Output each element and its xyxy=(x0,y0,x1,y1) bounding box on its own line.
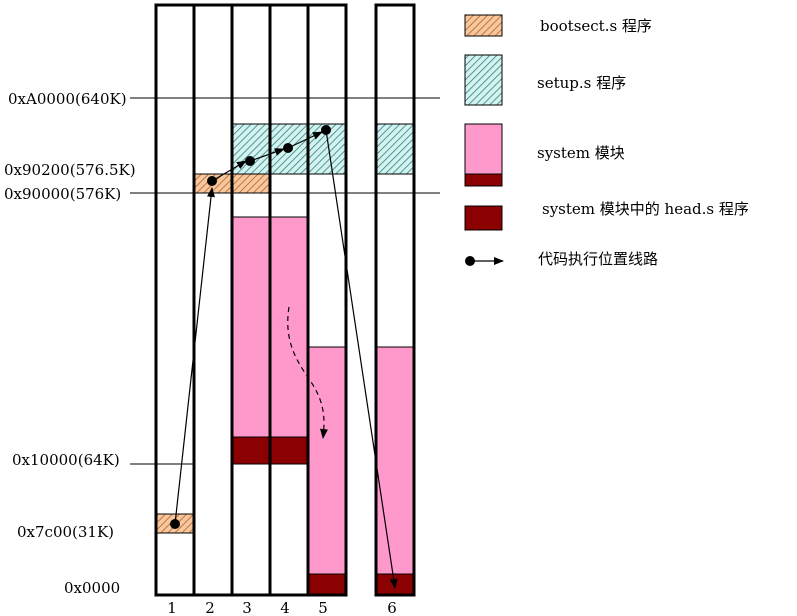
column-label-1: 1 xyxy=(167,599,177,616)
path-col2-to-col3 xyxy=(211,160,247,182)
column-6 xyxy=(374,3,416,597)
label-0x90000: 0x90000(576K) xyxy=(4,185,121,203)
legend-head-label: system 模块中的 head.s 程序 xyxy=(542,200,749,218)
exec-point-col2 xyxy=(207,176,217,186)
exec-point-col1 xyxy=(170,519,180,529)
legend: bootsect.s 程序 setup.s 程序 system 模块 syste… xyxy=(464,14,749,268)
column-1 xyxy=(154,3,348,597)
path-col1-to-col2 xyxy=(174,187,215,525)
address-labels: 0xA0000(640K) 0x90200(576.5K) 0x90000(57… xyxy=(4,90,136,597)
col6-system-block xyxy=(375,346,415,575)
col4-head-block xyxy=(269,436,309,465)
label-0x90200: 0x90200(576.5K) xyxy=(4,161,136,179)
exec-point-col4 xyxy=(283,143,293,153)
exec-point-col3 xyxy=(245,156,255,166)
col3-system-block xyxy=(231,216,271,438)
column-number-labels: 1 2 3 4 5 6 xyxy=(167,599,397,616)
legend-system-swatch xyxy=(464,123,503,175)
label-0x7c00: 0x7c00(31K) xyxy=(17,523,114,541)
label-0xa0000: 0xA0000(640K) xyxy=(8,90,127,108)
execution-path xyxy=(174,129,398,589)
column-outlines xyxy=(154,3,416,597)
column-label-2: 2 xyxy=(205,599,215,616)
col3-bootsect-block xyxy=(231,173,271,194)
legend-system-label: system 模块 xyxy=(537,144,625,162)
legend-head-swatch xyxy=(464,205,503,231)
legend-setup-swatch xyxy=(464,54,503,106)
legend-setup-label: setup.s 程序 xyxy=(537,74,626,92)
legend-bootsect-swatch xyxy=(464,14,503,37)
address-lines xyxy=(130,97,440,465)
exec-point-col5 xyxy=(321,125,331,135)
label-0x10000: 0x10000(64K) xyxy=(12,451,120,469)
path-col5-to-col6 xyxy=(325,129,398,589)
system-move-dashed-arrow xyxy=(287,306,328,439)
col5-system-block xyxy=(307,346,347,575)
column-label-6: 6 xyxy=(387,599,397,616)
col6-setup-block xyxy=(375,123,415,175)
legend-bootsect-label: bootsect.s 程序 xyxy=(540,17,652,35)
execution-points xyxy=(170,125,331,529)
col3-head-block xyxy=(231,436,271,465)
label-0x0000: 0x0000 xyxy=(64,579,120,597)
column-dividers xyxy=(192,5,310,595)
col5-head-block xyxy=(307,573,347,596)
legend-system-head-strip xyxy=(464,173,503,187)
legend-path-label: 代码执行位置线路 xyxy=(538,250,658,268)
column-label-5: 5 xyxy=(318,599,328,616)
path-col4-to-col5 xyxy=(287,131,323,149)
col4-system-block xyxy=(269,216,309,438)
path-col3-to-col4 xyxy=(249,148,285,162)
column-label-3: 3 xyxy=(242,599,252,616)
column-label-4: 4 xyxy=(280,599,290,616)
